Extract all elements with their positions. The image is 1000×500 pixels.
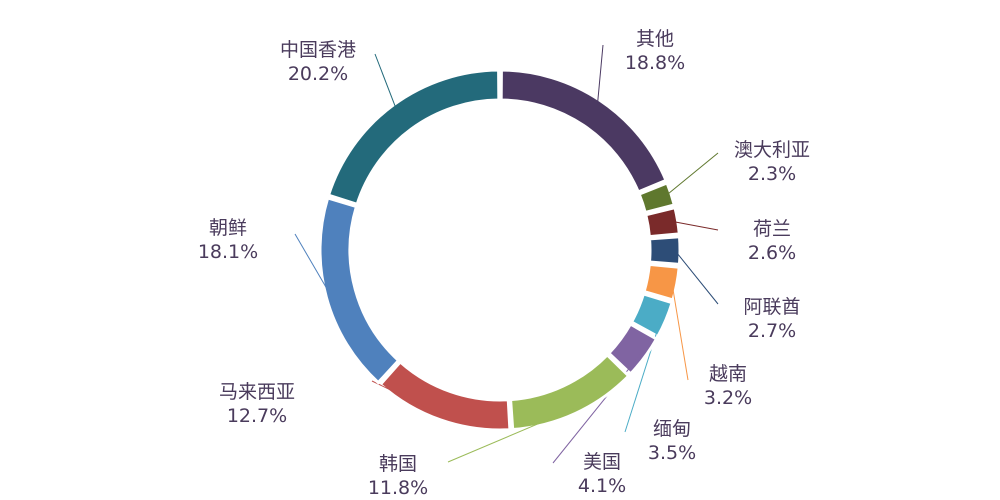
slice-value-label-9: 18.1% xyxy=(198,241,258,263)
leader-line-7 xyxy=(447,408,574,463)
slice-value-label-0: 18.8% xyxy=(625,52,685,74)
slice-value-label-6: 4.1% xyxy=(578,475,626,497)
slice-label-6: 美国 xyxy=(583,451,621,473)
leader-line-3 xyxy=(674,250,719,305)
leader-line-10 xyxy=(374,53,397,110)
slice-label-2: 荷兰 xyxy=(753,218,791,240)
donut-slice-1 xyxy=(637,180,677,215)
slice-value-label-2: 2.6% xyxy=(748,242,796,264)
leader-line-4 xyxy=(671,282,689,381)
slice-label-7: 韩国 xyxy=(379,453,417,475)
leader-line-0 xyxy=(596,44,604,105)
donut-slice-5 xyxy=(629,292,674,339)
donut-slice-3 xyxy=(647,235,682,267)
donut-slice-2 xyxy=(643,205,681,239)
slice-label-8: 马来西亚 xyxy=(219,381,295,403)
slice-value-label-7: 11.8% xyxy=(368,477,428,499)
slice-value-label-8: 12.7% xyxy=(227,405,287,427)
slice-value-label-10: 20.2% xyxy=(288,63,348,85)
leader-line-2 xyxy=(672,221,719,231)
slice-value-label-5: 3.5% xyxy=(648,442,696,464)
donut-slice-7 xyxy=(508,352,631,432)
donut-slice-10 xyxy=(326,68,501,207)
donut-slice-8 xyxy=(378,359,512,432)
donut-slice-4 xyxy=(642,262,681,302)
donut-slice-9 xyxy=(318,196,401,385)
slice-label-4: 越南 xyxy=(709,363,747,385)
slice-value-label-4: 3.2% xyxy=(704,387,752,409)
slice-label-9: 朝鲜 xyxy=(209,217,247,239)
donut-slice-6 xyxy=(606,322,659,376)
slice-label-5: 缅甸 xyxy=(653,418,691,440)
leader-line-8 xyxy=(371,380,443,416)
slice-label-10: 中国香港 xyxy=(280,39,356,61)
slice-label-3: 阿联酋 xyxy=(743,296,800,318)
slice-value-label-3: 2.7% xyxy=(748,320,796,342)
slice-value-label-1: 2.3% xyxy=(748,163,796,185)
leader-line-1 xyxy=(665,152,719,196)
donut-slice-0 xyxy=(499,68,668,194)
leader-line-9 xyxy=(294,233,332,297)
slice-label-1: 澳大利亚 xyxy=(734,139,810,161)
slice-label-0: 其他 xyxy=(636,28,674,50)
